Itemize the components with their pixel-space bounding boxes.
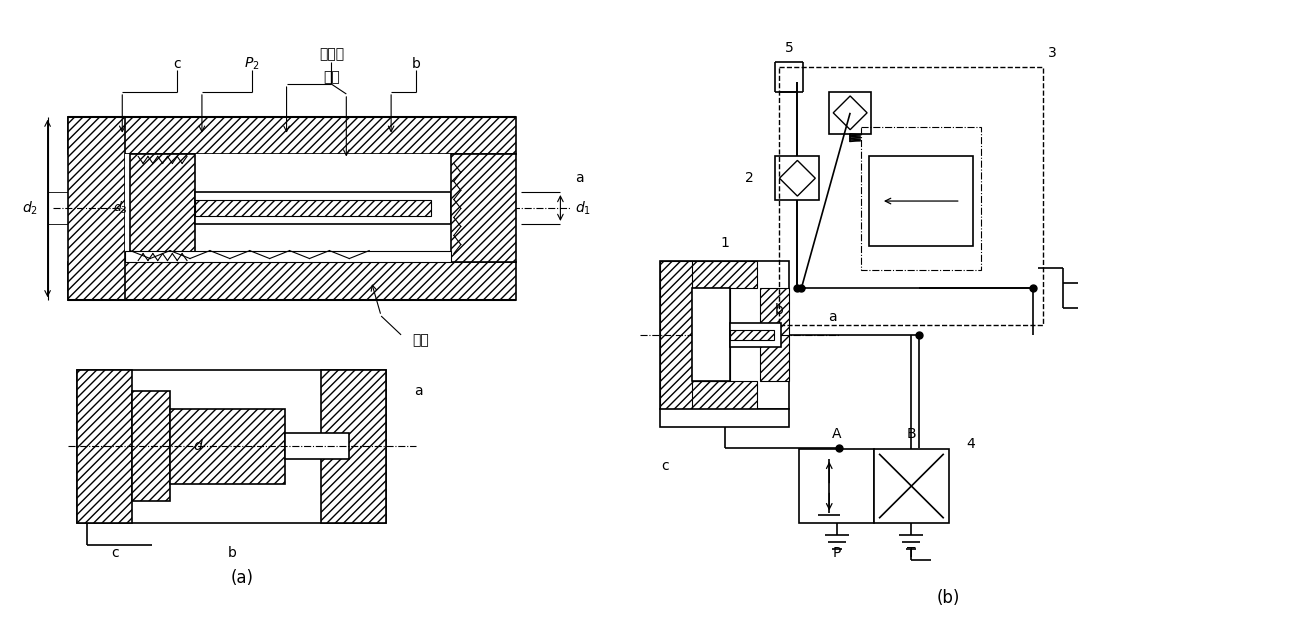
Bar — [132, 391, 170, 502]
Bar — [874, 449, 948, 523]
Text: (a): (a) — [230, 569, 254, 587]
Bar — [285, 433, 349, 459]
Text: d: d — [194, 439, 203, 453]
Bar — [77, 369, 386, 523]
Bar — [692, 288, 730, 381]
Bar — [760, 288, 790, 381]
Text: a: a — [828, 310, 837, 324]
Text: a: a — [415, 385, 422, 398]
Text: $d_2$: $d_2$ — [22, 199, 38, 217]
Text: 1: 1 — [721, 236, 729, 250]
Bar — [869, 157, 973, 245]
Text: a: a — [576, 171, 583, 185]
Text: $P_2$: $P_2$ — [243, 56, 259, 72]
Text: P: P — [832, 546, 841, 560]
Bar — [661, 409, 790, 427]
Bar — [730, 323, 781, 347]
Bar — [126, 155, 515, 263]
Bar — [451, 155, 515, 263]
Text: 5: 5 — [785, 42, 794, 56]
Bar — [126, 250, 451, 263]
Text: 柱塞: 柱塞 — [323, 70, 340, 84]
Text: 缸体: 缸体 — [412, 333, 429, 347]
Bar — [131, 155, 195, 263]
Text: 2: 2 — [744, 171, 753, 185]
Bar — [776, 157, 819, 200]
Bar — [799, 449, 874, 523]
Text: c: c — [661, 459, 668, 473]
Text: c: c — [173, 58, 181, 71]
Text: b: b — [228, 546, 237, 560]
Bar — [68, 117, 515, 155]
Text: A: A — [832, 427, 841, 441]
Bar — [322, 369, 386, 523]
Bar — [861, 127, 981, 270]
Text: 3: 3 — [1048, 47, 1057, 60]
Bar — [661, 381, 757, 409]
Text: 活塞缸: 活塞缸 — [319, 47, 344, 61]
Bar — [661, 261, 692, 409]
Text: $d_1$: $d_1$ — [576, 199, 591, 217]
Text: $d_3$: $d_3$ — [112, 200, 128, 216]
Bar — [170, 409, 285, 484]
Bar — [829, 92, 871, 134]
Bar — [77, 369, 132, 523]
Text: (b): (b) — [937, 589, 960, 606]
Bar — [730, 330, 774, 340]
Text: T: T — [908, 546, 916, 560]
Bar — [68, 263, 515, 300]
Bar — [195, 192, 451, 224]
Bar — [780, 67, 1044, 325]
Text: b: b — [412, 58, 420, 71]
Text: c: c — [111, 546, 119, 560]
Text: B: B — [906, 427, 916, 441]
Bar — [68, 117, 126, 300]
Bar — [195, 200, 430, 216]
Text: 4: 4 — [967, 437, 976, 451]
Bar — [692, 288, 730, 381]
Bar — [661, 261, 757, 288]
Bar — [661, 261, 790, 409]
Text: b: b — [776, 303, 783, 317]
